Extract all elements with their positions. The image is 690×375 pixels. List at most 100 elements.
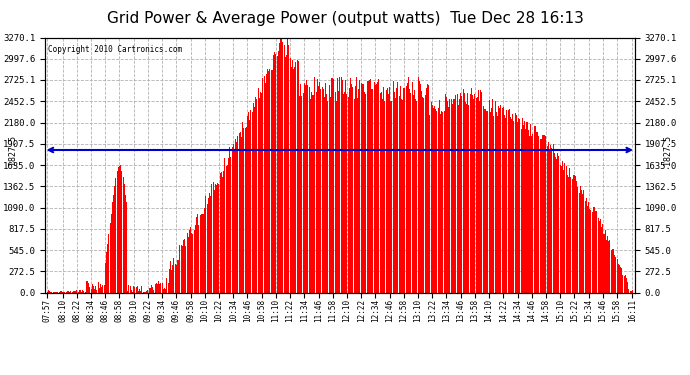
Bar bbox=[340, 77, 342, 292]
Bar bbox=[582, 194, 583, 292]
Text: 1827.5: 1827.5 bbox=[663, 135, 672, 165]
Bar bbox=[451, 99, 452, 292]
Bar bbox=[542, 135, 543, 292]
Bar bbox=[402, 100, 403, 292]
Bar bbox=[140, 291, 141, 292]
Bar bbox=[538, 136, 540, 292]
Bar bbox=[621, 268, 622, 292]
Bar bbox=[374, 81, 375, 292]
Bar bbox=[427, 84, 428, 292]
Bar bbox=[115, 178, 117, 292]
Bar bbox=[98, 282, 99, 292]
Bar bbox=[464, 93, 465, 292]
Bar bbox=[490, 112, 491, 292]
Text: 1827.5: 1827.5 bbox=[8, 135, 17, 165]
Bar bbox=[131, 290, 132, 292]
Bar bbox=[569, 168, 570, 292]
Bar bbox=[213, 182, 214, 292]
Bar bbox=[466, 104, 467, 292]
Bar bbox=[546, 146, 548, 292]
Bar bbox=[377, 82, 378, 292]
Bar bbox=[49, 291, 50, 292]
Bar bbox=[248, 112, 249, 292]
Bar bbox=[237, 136, 239, 292]
Bar bbox=[215, 184, 216, 292]
Bar bbox=[141, 286, 143, 292]
Bar bbox=[344, 92, 345, 292]
Bar bbox=[273, 55, 274, 292]
Bar bbox=[453, 99, 454, 292]
Bar bbox=[323, 89, 324, 292]
Bar bbox=[584, 201, 586, 292]
Bar bbox=[328, 86, 330, 292]
Bar bbox=[486, 111, 487, 292]
Bar bbox=[359, 80, 360, 292]
Bar bbox=[403, 88, 404, 292]
Bar bbox=[227, 165, 228, 292]
Bar bbox=[240, 132, 241, 292]
Bar bbox=[382, 99, 383, 292]
Bar bbox=[420, 84, 421, 292]
Bar bbox=[581, 190, 582, 292]
Bar bbox=[432, 105, 433, 292]
Bar bbox=[184, 239, 185, 292]
Bar bbox=[414, 90, 415, 292]
Bar bbox=[257, 88, 259, 292]
Bar bbox=[61, 291, 62, 292]
Bar bbox=[529, 136, 530, 292]
Bar bbox=[274, 53, 275, 292]
Bar bbox=[417, 77, 419, 292]
Bar bbox=[560, 165, 561, 292]
Bar bbox=[343, 94, 344, 292]
Bar bbox=[375, 85, 376, 292]
Bar bbox=[249, 120, 250, 292]
Bar bbox=[528, 129, 529, 292]
Bar bbox=[290, 68, 292, 292]
Bar bbox=[594, 207, 595, 292]
Bar bbox=[533, 126, 535, 292]
Bar bbox=[208, 198, 209, 292]
Bar bbox=[175, 264, 176, 292]
Bar bbox=[330, 97, 331, 292]
Bar bbox=[319, 82, 320, 292]
Bar bbox=[411, 82, 413, 292]
Bar bbox=[467, 93, 469, 292]
Bar bbox=[454, 99, 455, 292]
Bar bbox=[566, 175, 568, 292]
Bar bbox=[416, 101, 417, 292]
Bar bbox=[128, 285, 130, 292]
Bar bbox=[588, 202, 589, 292]
Bar bbox=[121, 171, 122, 292]
Bar bbox=[422, 97, 423, 292]
Bar bbox=[199, 214, 201, 292]
Bar bbox=[288, 45, 289, 292]
Bar bbox=[576, 181, 578, 292]
Bar bbox=[202, 214, 203, 292]
Bar bbox=[510, 117, 511, 292]
Bar bbox=[599, 221, 600, 292]
Bar bbox=[241, 136, 242, 292]
Bar bbox=[196, 217, 197, 292]
Bar bbox=[632, 290, 633, 292]
Bar bbox=[491, 108, 492, 292]
Bar bbox=[166, 278, 168, 292]
Bar bbox=[383, 87, 384, 292]
Bar bbox=[549, 149, 550, 292]
Bar bbox=[370, 79, 371, 292]
Bar bbox=[88, 283, 89, 292]
Bar bbox=[318, 86, 319, 292]
Bar bbox=[459, 99, 460, 292]
Bar bbox=[346, 93, 348, 292]
Bar bbox=[500, 105, 502, 292]
Bar bbox=[272, 70, 273, 292]
Bar bbox=[551, 148, 553, 292]
Bar bbox=[357, 98, 358, 292]
Bar bbox=[520, 129, 522, 292]
Bar bbox=[194, 230, 195, 292]
Bar bbox=[236, 142, 237, 292]
Bar bbox=[526, 122, 527, 292]
Bar bbox=[446, 97, 447, 292]
Bar bbox=[349, 87, 350, 292]
Bar bbox=[440, 114, 441, 292]
Bar bbox=[95, 285, 97, 292]
